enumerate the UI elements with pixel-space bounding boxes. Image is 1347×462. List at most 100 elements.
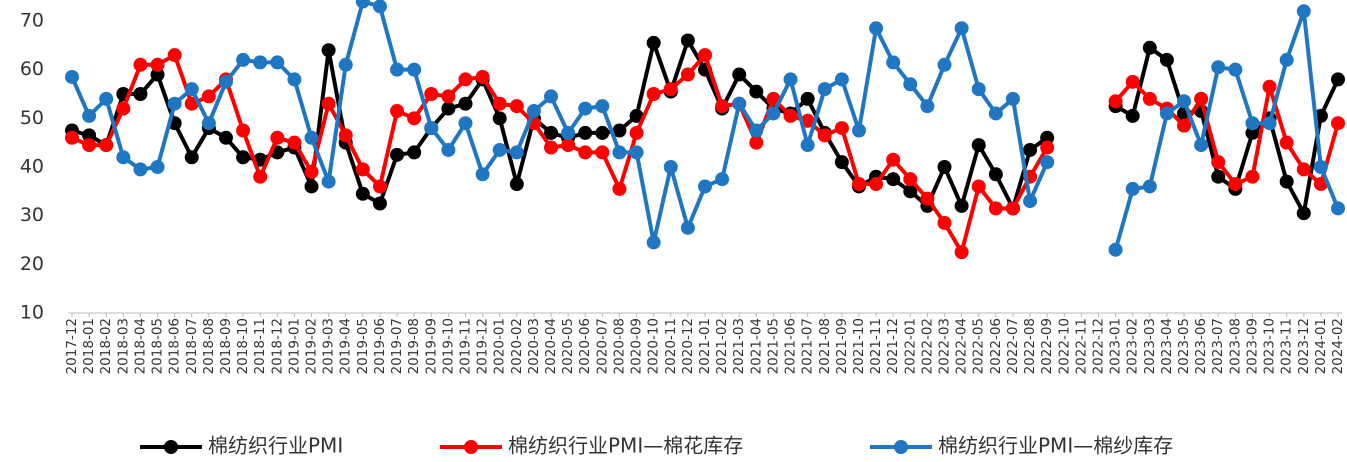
point — [82, 108, 97, 123]
point — [954, 21, 969, 36]
series-line — [1113, 9, 1340, 251]
point — [1040, 130, 1055, 145]
x-tick-label: 2020-08 — [611, 318, 627, 374]
point — [475, 69, 490, 84]
point — [270, 55, 285, 70]
x-tick-label: 2023-08 — [1227, 318, 1243, 374]
x-tick-label: 2022-05 — [971, 318, 987, 374]
point — [834, 72, 849, 87]
point — [1313, 160, 1328, 174]
x-tick-label: 2019-09 — [423, 318, 439, 374]
point — [715, 99, 730, 114]
point — [218, 74, 233, 89]
point — [526, 104, 541, 119]
point — [1108, 94, 1123, 109]
point — [441, 101, 456, 116]
point — [715, 172, 730, 187]
point — [167, 96, 182, 111]
x-tick-label: 2020-03 — [526, 318, 542, 374]
point — [629, 125, 644, 140]
series-line — [71, 38, 1049, 211]
point — [1228, 62, 1243, 77]
point — [253, 55, 268, 70]
point — [629, 145, 644, 160]
point — [749, 84, 764, 99]
point — [287, 72, 302, 87]
x-tick-label: 2022-04 — [954, 318, 970, 374]
point — [1142, 91, 1157, 106]
point — [458, 96, 473, 111]
point — [321, 174, 336, 189]
point — [595, 145, 610, 160]
point — [184, 82, 199, 97]
point — [680, 67, 695, 82]
point — [372, 0, 387, 14]
x-tick-label: 2019-10 — [440, 318, 456, 374]
point — [1005, 91, 1020, 106]
x-tick-label: 2018-06 — [167, 318, 183, 374]
point — [971, 138, 986, 153]
point — [1142, 40, 1157, 55]
point — [954, 198, 969, 213]
point — [441, 89, 456, 104]
point — [390, 62, 405, 77]
point — [1125, 181, 1140, 196]
point — [509, 177, 524, 192]
x-tick-label: 2021-07 — [800, 318, 816, 374]
x-tick-label: 2022-09 — [1039, 318, 1055, 374]
point — [1331, 116, 1345, 131]
x-tick-label: 2019-08 — [406, 318, 422, 374]
x-tick-label: 2020-04 — [543, 318, 559, 374]
point — [321, 43, 336, 58]
point — [817, 128, 832, 143]
x-tick-label: 2020-07 — [594, 318, 610, 374]
x-tick-label: 2018-07 — [184, 318, 200, 374]
point — [646, 87, 661, 101]
x-tick-label: 2023-07 — [1210, 318, 1226, 374]
point — [766, 106, 781, 121]
x-tick-label: 2018-02 — [98, 318, 114, 374]
x-tick-label: 2023-02 — [1125, 318, 1141, 374]
point — [1279, 52, 1294, 67]
point — [390, 104, 405, 119]
point — [646, 35, 661, 50]
point — [1262, 79, 1277, 94]
point — [749, 135, 764, 150]
point — [458, 116, 473, 131]
point — [218, 130, 233, 145]
point — [595, 99, 610, 114]
x-tick-label: 2021-06 — [783, 318, 799, 374]
point — [1194, 91, 1209, 106]
legend-marker — [164, 440, 178, 454]
point — [201, 89, 216, 104]
point — [287, 135, 302, 150]
point — [646, 235, 661, 250]
point — [1296, 206, 1311, 221]
point — [680, 33, 695, 48]
point — [304, 164, 319, 179]
point — [732, 67, 747, 82]
point — [150, 57, 165, 72]
point — [561, 125, 576, 140]
point — [82, 128, 97, 143]
point — [698, 48, 712, 63]
point — [1125, 74, 1140, 89]
point — [355, 0, 370, 9]
point — [407, 145, 422, 160]
point — [937, 215, 952, 230]
point — [971, 179, 986, 194]
point — [99, 91, 114, 106]
point — [988, 106, 1003, 121]
x-tick-label: 2020-12 — [680, 318, 696, 374]
legend-marker — [464, 440, 478, 454]
point — [869, 177, 884, 192]
point — [1245, 125, 1260, 140]
point — [869, 21, 884, 36]
point — [851, 123, 866, 138]
point — [954, 245, 969, 260]
point — [732, 96, 747, 111]
point — [920, 191, 935, 206]
x-tick-label: 2023-03 — [1142, 318, 1158, 374]
point — [817, 82, 832, 97]
